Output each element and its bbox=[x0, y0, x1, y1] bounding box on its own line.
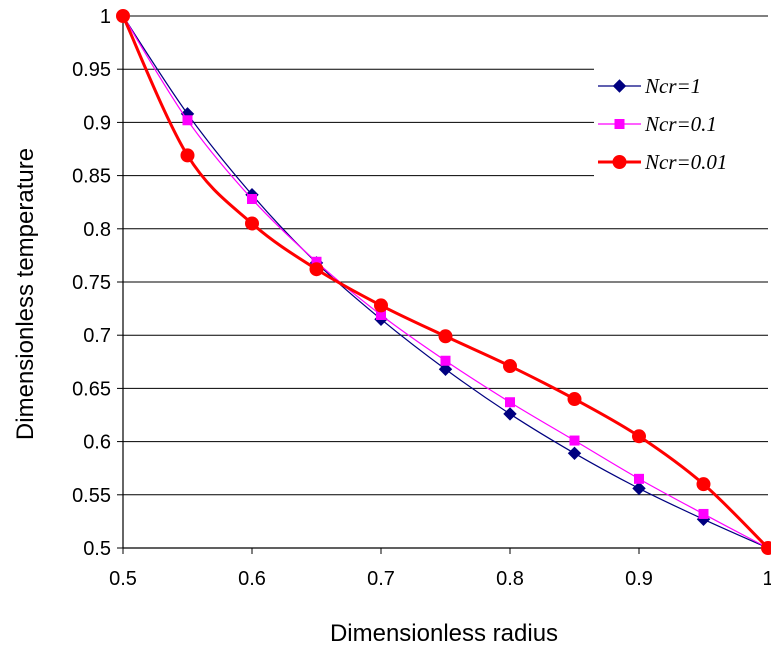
data-point bbox=[438, 329, 453, 344]
data-point bbox=[632, 481, 646, 496]
x-tick-label: 0.9 bbox=[625, 568, 653, 590]
y-axis-label: Dimensionless temperature bbox=[12, 148, 39, 440]
y-tick-label: 0.95 bbox=[72, 59, 111, 81]
data-point bbox=[440, 355, 451, 366]
y-tick-label: 0.85 bbox=[72, 166, 111, 188]
y-tick-label: 0.55 bbox=[72, 485, 111, 507]
x-tick-label: 0.5 bbox=[109, 568, 137, 590]
data-point bbox=[374, 298, 388, 313]
series-3 bbox=[116, 9, 771, 555]
data-point bbox=[503, 359, 517, 374]
y-tick-label: 0.6 bbox=[83, 432, 111, 454]
data-point bbox=[567, 392, 582, 407]
y-tick-label: 0.75 bbox=[72, 272, 111, 294]
data-point bbox=[632, 429, 646, 444]
legend: Ncr=1 Ncr=0.1 Ncr=0.01 bbox=[594, 64, 770, 180]
y-tick-label: 1 bbox=[100, 6, 111, 28]
y-tick-label: 0.5 bbox=[83, 538, 111, 560]
data-point bbox=[247, 194, 257, 205]
x-tick-label: 1 bbox=[762, 568, 771, 590]
data-point bbox=[569, 435, 580, 446]
data-point bbox=[634, 473, 644, 484]
legend-label: Ncr=0.1 bbox=[644, 112, 717, 136]
y-tick-label: 0.9 bbox=[83, 112, 111, 134]
y-axis-ticks: 0.5 0.55 0.6 0.65 0.7 0.75 0.8 0.85 0.9 0.95 1 bbox=[72, 6, 123, 560]
x-tick-label: 0.7 bbox=[367, 568, 395, 590]
legend-label: Ncr=0.01 bbox=[644, 150, 727, 174]
data-point bbox=[567, 446, 582, 461]
x-tick-label: 0.6 bbox=[238, 568, 266, 590]
x-axis-label: Dimensionless radius bbox=[330, 620, 558, 647]
x-axis-ticks: 0.5 0.6 0.7 0.8 0.9 1 bbox=[109, 548, 771, 590]
data-point bbox=[245, 216, 259, 231]
data-point bbox=[182, 115, 193, 126]
series-layer bbox=[116, 9, 771, 555]
y-tick-label: 0.65 bbox=[72, 378, 111, 400]
data-point bbox=[309, 262, 324, 277]
data-point bbox=[698, 508, 709, 519]
data-point bbox=[505, 397, 515, 408]
legend-label: Ncr=1 bbox=[644, 74, 701, 98]
data-point bbox=[180, 148, 195, 163]
series-line bbox=[122, 15, 769, 549]
series-line bbox=[122, 15, 769, 549]
legend-marker bbox=[612, 155, 627, 169]
data-point bbox=[438, 362, 453, 376]
data-point bbox=[696, 477, 711, 492]
data-point bbox=[503, 407, 517, 421]
x-tick-label: 0.8 bbox=[496, 568, 524, 590]
y-tick-label: 0.8 bbox=[83, 219, 111, 241]
series-line bbox=[121, 15, 770, 550]
data-point bbox=[761, 541, 771, 555]
legend-marker bbox=[614, 119, 625, 129]
legend-marker bbox=[612, 79, 627, 93]
y-tick-label: 0.7 bbox=[83, 325, 111, 347]
data-point bbox=[116, 9, 130, 23]
